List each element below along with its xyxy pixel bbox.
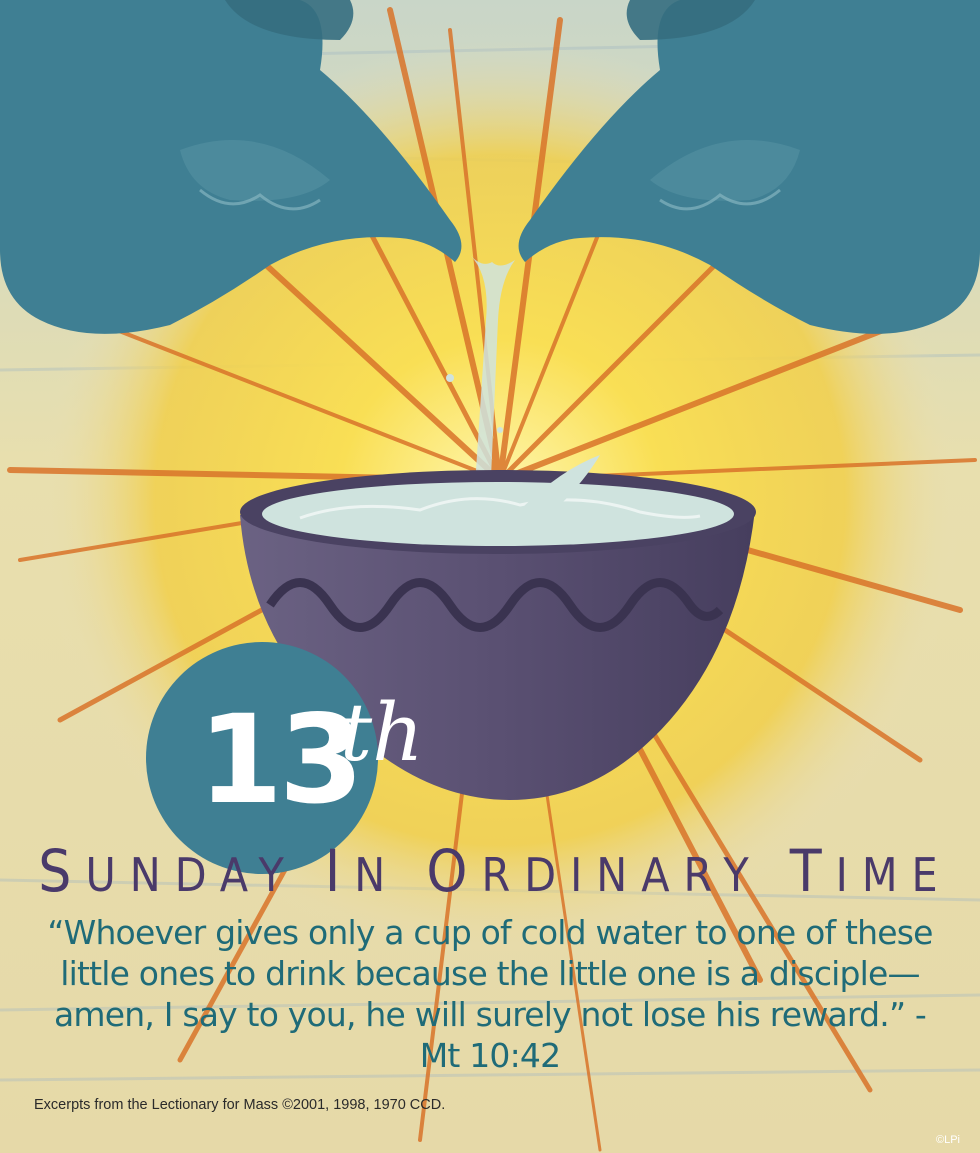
title-rest: rdinary bbox=[481, 848, 763, 902]
title-initial: i bbox=[324, 837, 355, 905]
badge-number: 13 bbox=[198, 689, 364, 831]
lectionary-credit: Excerpts from the Lectionary for Mass ©2… bbox=[34, 1097, 446, 1113]
page-title: Sunday in Ordinary Time bbox=[0, 836, 980, 906]
scripture-quote: “Whoever gives only a cup of cold water … bbox=[47, 913, 933, 1075]
title-initial: T bbox=[789, 837, 836, 905]
left-pitcher bbox=[0, 0, 462, 334]
title-rest: unday bbox=[85, 848, 298, 902]
badge-suffix: th bbox=[340, 686, 424, 779]
water-stream bbox=[446, 255, 515, 500]
badge-circle bbox=[146, 642, 378, 874]
title-initial: S bbox=[38, 837, 86, 905]
title-initial: O bbox=[426, 837, 482, 905]
copyright-mark: ©LPi bbox=[936, 1134, 961, 1146]
title-rest: ime bbox=[835, 848, 952, 902]
title-rest: n bbox=[354, 848, 400, 902]
right-pitcher bbox=[518, 0, 980, 334]
